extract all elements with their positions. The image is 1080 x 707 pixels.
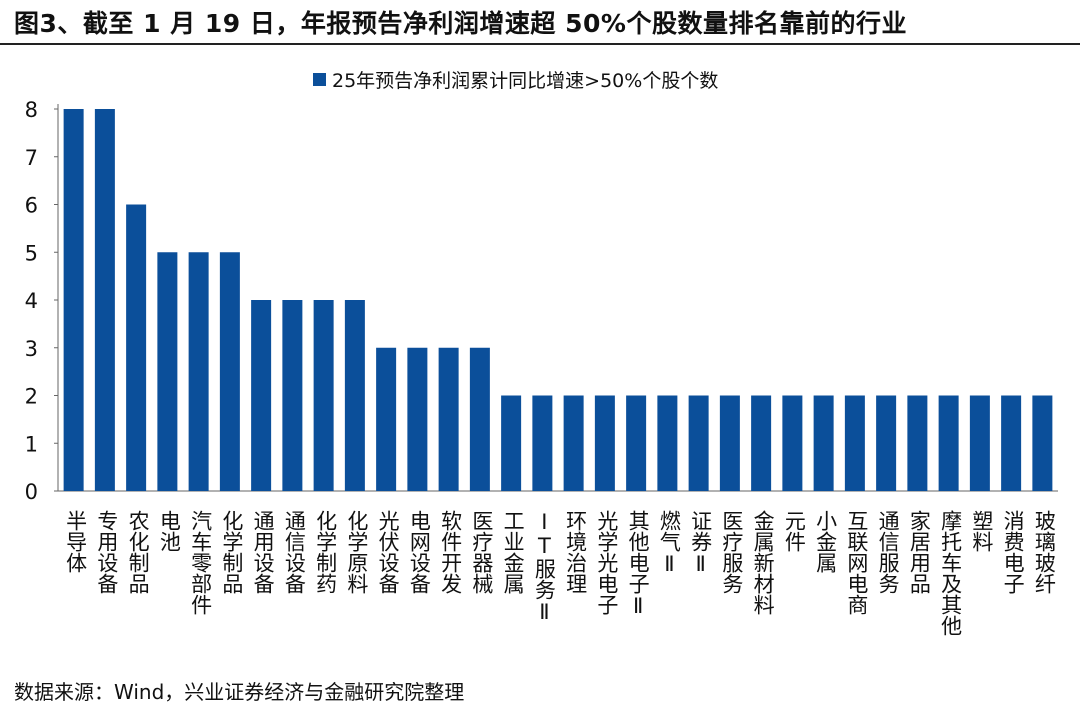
y-tick-label: 5 (25, 241, 38, 265)
x-tick-label: 通信设备 (282, 510, 307, 594)
x-tick-label: 专用设备 (94, 510, 119, 594)
y-tick-label: 3 (25, 337, 38, 361)
x-tick-label: 化学制药 (313, 510, 338, 594)
y-tick-label: 8 (25, 98, 38, 122)
x-tick-label: 医疗器械 (469, 510, 494, 594)
bar (1032, 395, 1053, 491)
bar (938, 395, 959, 491)
bar (532, 395, 553, 491)
bar (594, 395, 615, 491)
legend: 25年预告净利润累计同比增速>50%个股个数 (313, 66, 718, 93)
bar (407, 347, 428, 491)
bar (501, 395, 522, 491)
bar (376, 347, 397, 491)
bar (844, 395, 865, 491)
x-tick-label: 环境治理 (563, 510, 588, 594)
x-tick-label: 互联网电商 (844, 510, 869, 615)
x-tick-label: 燃气Ⅱ (657, 510, 682, 576)
bar (688, 395, 709, 491)
bar (563, 395, 584, 491)
x-tick-label: 农化制品 (126, 510, 151, 594)
y-tick-label: 7 (25, 146, 38, 170)
x-tick-label: 电网设备 (407, 510, 432, 594)
bar (438, 347, 459, 491)
x-tick-label: 消费电子 (1001, 510, 1026, 594)
bar (1001, 395, 1022, 491)
x-tick-label: 其他电子Ⅱ (626, 510, 651, 618)
bar (469, 347, 490, 491)
bar (907, 395, 928, 491)
title-divider (0, 43, 1080, 45)
source-note: 数据来源：Wind，兴业证券经济与金融研究院整理 (14, 680, 465, 704)
bar (157, 252, 178, 491)
bar (626, 395, 647, 491)
x-tick-label: 化学制品 (219, 510, 244, 594)
x-tick-label: 通用设备 (251, 510, 276, 594)
bar (188, 252, 209, 491)
y-tick-label: 1 (25, 432, 38, 456)
x-tick-label: 证券Ⅱ (688, 510, 713, 576)
bar (94, 109, 115, 491)
bar (251, 300, 272, 491)
x-tick-label: 玻璃玻纤 (1032, 510, 1057, 594)
x-tick-label: 半导体 (63, 510, 88, 573)
bar (219, 252, 240, 491)
bar (813, 395, 834, 491)
legend-swatch (313, 73, 326, 86)
bar (719, 395, 740, 491)
y-tick-label: 0 (25, 480, 38, 504)
bar (657, 395, 678, 491)
x-tick-label: 通信服务 (876, 510, 901, 594)
x-tick-label: IT服务Ⅱ (532, 510, 557, 624)
bar (876, 395, 897, 491)
x-tick-label: 汽车零部件 (188, 510, 213, 615)
x-tick-label: 化学原料 (344, 510, 369, 594)
bar (63, 109, 84, 491)
bar (313, 300, 334, 491)
x-tick-label: 金属新材料 (751, 510, 776, 615)
x-tick-label: 工业金属 (501, 510, 526, 594)
y-tick-label: 4 (25, 289, 38, 313)
x-tick-label: 小金属 (813, 510, 838, 573)
x-tick-label: 软件开发 (438, 510, 463, 594)
y-tick-label: 2 (25, 385, 38, 409)
bar (344, 300, 365, 491)
x-tick-label: 摩托车及其他 (938, 510, 963, 636)
figure-title: 图3、截至 1 月 19 日，年报预告净利润增速超 50%个股数量排名靠前的行业 (14, 9, 907, 38)
y-tick-label: 6 (25, 194, 38, 218)
legend-label: 25年预告净利润累计同比增速>50%个股个数 (332, 70, 719, 92)
x-tick-label: 家居用品 (907, 510, 932, 594)
x-tick-label: 电池 (157, 510, 182, 552)
x-tick-label: 元件 (782, 510, 807, 552)
bar (126, 204, 147, 491)
bar (782, 395, 803, 491)
bar (969, 395, 990, 491)
x-tick-label: 光伏设备 (376, 510, 401, 594)
x-tick-label: 塑料 (969, 510, 994, 552)
bar (282, 300, 303, 491)
x-tick-label: 光学光电子 (594, 510, 619, 615)
x-tick-label: 医疗服务 (719, 510, 744, 594)
bar (751, 395, 772, 491)
